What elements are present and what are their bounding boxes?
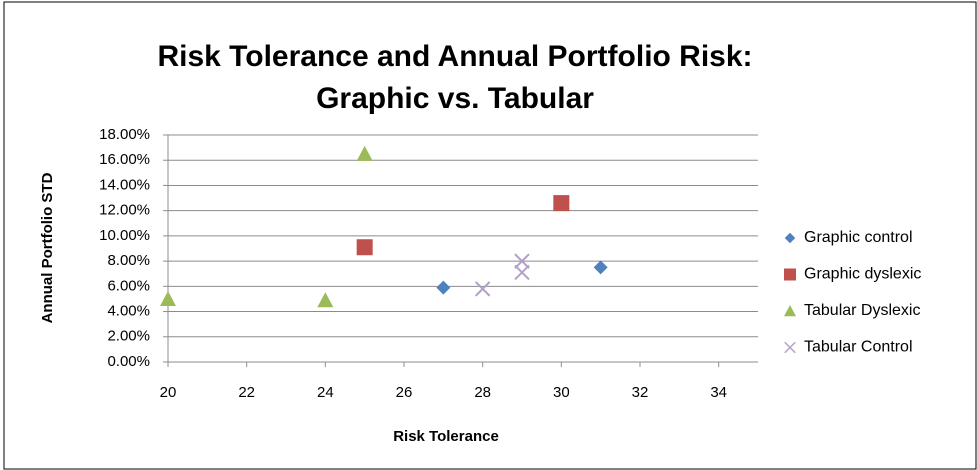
x-tick-label: 26 bbox=[396, 384, 413, 401]
y-tick-label: 6.00% bbox=[107, 277, 150, 294]
legend-marker bbox=[784, 305, 796, 317]
y-tick-label: 10.00% bbox=[99, 227, 150, 244]
marker bbox=[514, 253, 530, 269]
marker bbox=[514, 264, 530, 281]
x-axis-label: Risk Tolerance bbox=[393, 428, 499, 445]
y-tick-label: 8.00% bbox=[107, 252, 150, 269]
legend-marker bbox=[784, 341, 796, 354]
marker bbox=[160, 290, 176, 306]
marker bbox=[553, 195, 570, 212]
y-tick-label: 2.00% bbox=[107, 328, 150, 345]
marker bbox=[356, 145, 373, 161]
y-tick-label: 16.00% bbox=[99, 151, 150, 168]
chart-title: Graphic vs. Tabular bbox=[316, 82, 594, 115]
x-tick-label: 34 bbox=[710, 384, 727, 401]
marker bbox=[436, 280, 451, 295]
marker bbox=[593, 260, 608, 275]
legend-label: Graphic control bbox=[804, 229, 913, 246]
y-tick-label: 4.00% bbox=[107, 303, 150, 320]
y-tick-label: 18.00% bbox=[99, 126, 150, 143]
legend-marker bbox=[784, 268, 796, 281]
x-tick-label: 28 bbox=[474, 384, 491, 401]
legend-label: Tabular Dyslexic bbox=[804, 302, 920, 319]
chart-title: Risk Tolerance and Annual Portfolio Risk… bbox=[157, 40, 752, 73]
x-tick-label: 22 bbox=[238, 384, 255, 401]
legend-marker bbox=[784, 232, 796, 244]
x-tick-label: 20 bbox=[160, 384, 177, 401]
y-tick-label: 14.00% bbox=[99, 176, 150, 193]
y-axis-label: Annual Portfolio STD bbox=[39, 172, 56, 323]
x-tick-label: 32 bbox=[632, 384, 649, 401]
y-tick-label: 12.00% bbox=[99, 202, 150, 219]
x-tick-label: 30 bbox=[553, 384, 570, 401]
legend-label: Graphic dyslexic bbox=[804, 266, 921, 283]
marker bbox=[474, 281, 491, 297]
legend-label: Tabular Control bbox=[804, 339, 913, 356]
marker bbox=[317, 292, 334, 308]
marker bbox=[356, 239, 373, 256]
y-tick-label: 0.00% bbox=[107, 353, 150, 370]
x-tick-label: 24 bbox=[317, 384, 334, 401]
